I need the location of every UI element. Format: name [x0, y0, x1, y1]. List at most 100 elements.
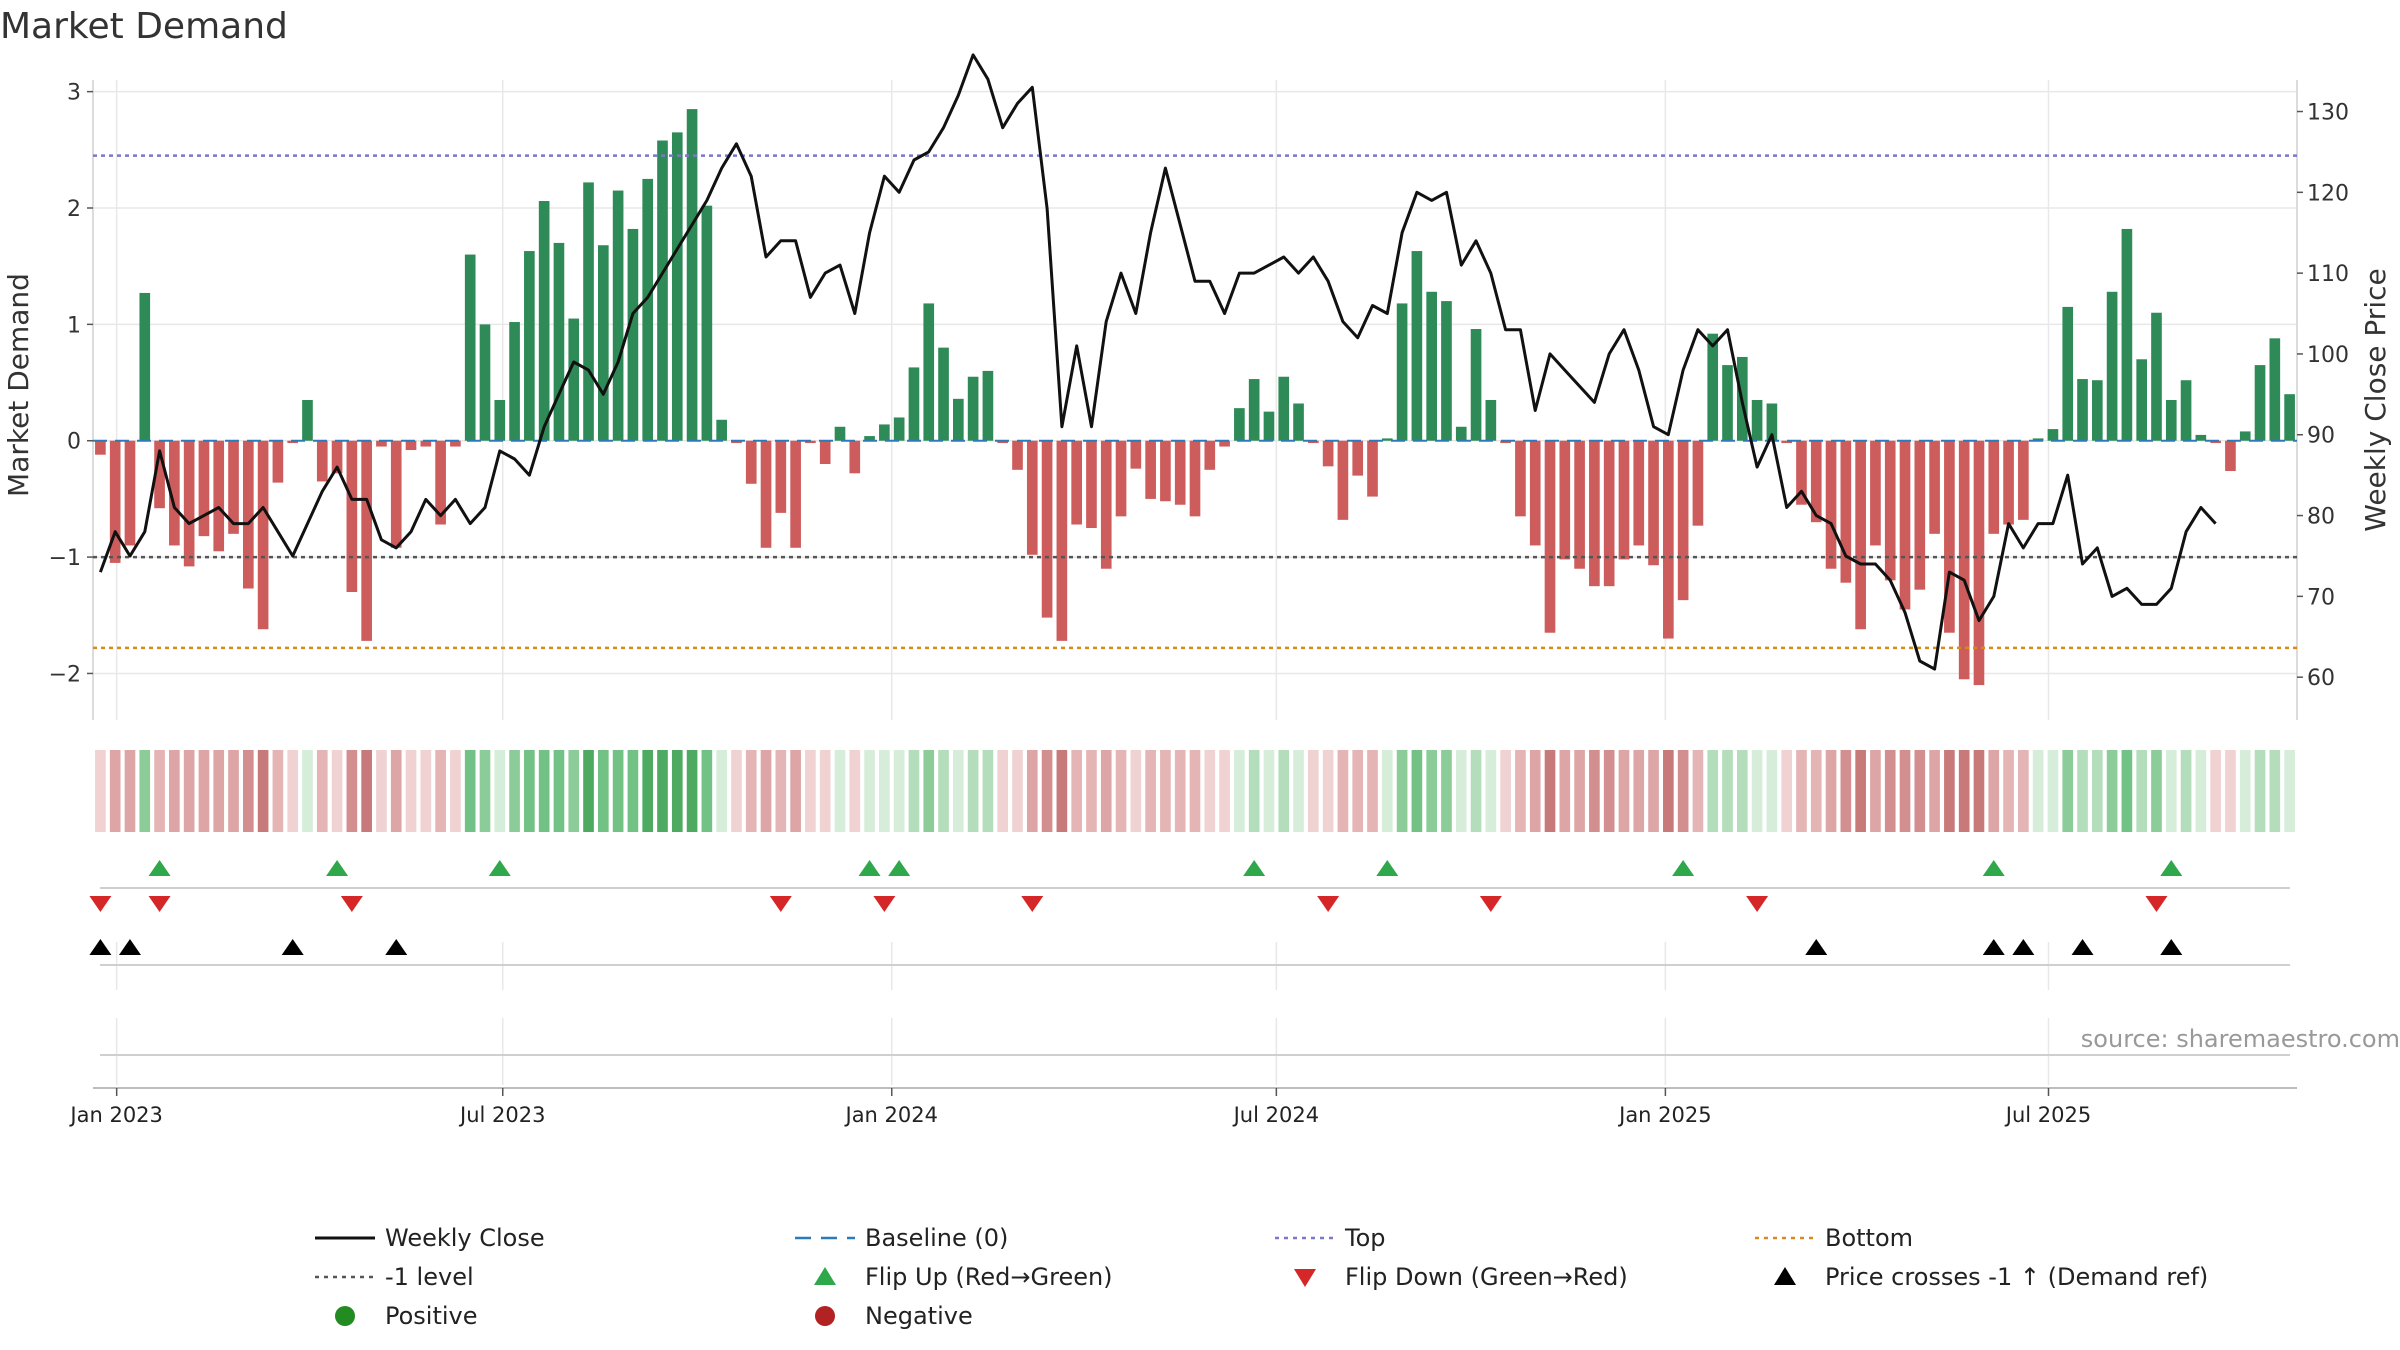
demand-bar-121: [1884, 440, 1896, 581]
demand-bar-35: [612, 190, 624, 441]
heat-cell-67: [1086, 750, 1097, 832]
demand-bar-108: [1692, 440, 1704, 526]
heat-cell-24: [450, 750, 461, 832]
heat-cell-75: [1204, 750, 1216, 832]
demand-bar-76: [1219, 440, 1230, 447]
price-cross-marker-7: [2071, 939, 2094, 955]
y2-axis-label: Weekly Close Price: [2359, 268, 2392, 531]
demand-bar-45: [760, 440, 772, 548]
demand-bar-84: [1337, 440, 1349, 520]
demand-bar-30: [538, 201, 550, 441]
demand-bar-85: [1352, 440, 1364, 476]
demand-bar-120: [1870, 440, 1881, 546]
demand-bar-58: [953, 398, 964, 441]
demand-bar-139: [2151, 312, 2162, 441]
heat-cell-116: [1810, 750, 1822, 832]
heat-cell-136: [2106, 750, 2118, 832]
demand-bar-134: [2077, 379, 2088, 441]
heat-cell-126: [1958, 750, 1970, 832]
heat-cell-12: [272, 750, 284, 832]
y-tick-label-2: 1: [67, 313, 81, 338]
heat-cell-19: [376, 750, 387, 832]
y-axis-ticks: 3 2 1 0 −1 −2: [49, 81, 93, 687]
demand-bar-90: [1426, 291, 1437, 441]
demand-bar-126: [1958, 440, 1970, 680]
heat-cell-138: [2136, 750, 2148, 832]
demand-bar-32: [568, 318, 580, 441]
legend-label-5: Flip Up (Red→Green): [865, 1263, 1113, 1291]
flip-up-marker-5: [1243, 860, 1266, 876]
flip-up-marker-8: [1982, 860, 2005, 876]
heat-cell-115: [1796, 750, 1807, 832]
heat-cell-111: [1736, 750, 1748, 832]
heat-cell-105: [1648, 750, 1659, 832]
price-cross-marker-1: [118, 939, 141, 955]
demand-bars: [95, 109, 2295, 686]
heat-cell-39: [671, 750, 683, 832]
demand-bar-102: [1603, 440, 1615, 587]
y2-tick-label-3: 100: [2307, 343, 2349, 368]
heat-cell-128: [1988, 750, 2000, 832]
heat-cell-129: [2003, 750, 2014, 832]
heat-cell-79: [1263, 750, 1275, 832]
demand-bar-131: [2032, 438, 2044, 441]
demand-bar-144: [2225, 440, 2236, 471]
source-note: source: sharemaestro.com: [2081, 1025, 2400, 1053]
flip-up-marker-6: [1376, 860, 1399, 876]
demand-bar-5: [169, 440, 180, 546]
heat-cell-41: [701, 750, 713, 832]
heat-cell-71: [1145, 750, 1156, 832]
heat-cell-69: [1115, 750, 1127, 832]
demand-bar-106: [1663, 440, 1674, 639]
signal-markers: [89, 860, 2183, 955]
heat-cell-0: [95, 750, 106, 832]
heat-cell-107: [1677, 750, 1689, 832]
demand-bar-142: [2195, 434, 2207, 441]
demand-bar-103: [1618, 440, 1630, 560]
demand-bar-18: [361, 440, 372, 641]
heat-cell-21: [405, 750, 417, 832]
heat-cell-56: [923, 750, 935, 832]
y2-tick-label-5: 80: [2307, 505, 2335, 530]
demand-bar-33: [583, 182, 594, 441]
demand-bar-133: [2062, 306, 2074, 441]
heat-cell-37: [642, 750, 654, 832]
heat-cell-118: [1840, 750, 1852, 832]
demand-bar-29: [524, 251, 535, 441]
heat-cell-110: [1722, 750, 1733, 832]
demand-bar-24: [450, 440, 461, 447]
heat-cell-100: [1574, 750, 1585, 832]
heat-cell-145: [2239, 750, 2251, 832]
legend-swatch-7: [1774, 1267, 1796, 1285]
demand-bar-22: [420, 440, 432, 447]
price-cross-marker-5: [1982, 939, 2005, 955]
heat-cell-103: [1618, 750, 1630, 832]
heat-cell-8: [213, 750, 225, 832]
heat-cell-94: [1485, 750, 1497, 832]
y2-tick-label-1: 120: [2307, 181, 2349, 206]
heat-cell-17: [346, 750, 358, 832]
demand-bar-49: [819, 440, 831, 464]
weekly-close-line: [98, 53, 2217, 671]
heat-cell-68: [1100, 750, 1112, 832]
heat-cell-7: [198, 750, 210, 832]
y-tick-label-1: 2: [67, 197, 81, 222]
heat-cell-76: [1219, 750, 1230, 832]
demand-bar-46: [775, 440, 787, 513]
heat-cell-52: [864, 750, 875, 832]
heat-cell-1: [109, 750, 121, 832]
demand-bar-146: [2254, 365, 2266, 441]
demand-bar-53: [879, 424, 890, 441]
demand-bar-15: [316, 440, 328, 482]
demand-bar-19: [376, 440, 387, 447]
heat-cell-6: [183, 750, 195, 832]
demand-bar-101: [1589, 440, 1600, 587]
flip-up-marker-0: [148, 860, 171, 876]
heat-cell-53: [879, 750, 890, 832]
demand-bar-8: [213, 440, 225, 552]
heat-cell-23: [435, 750, 446, 832]
demand-bar-27: [494, 400, 506, 441]
x-axis-ticks: Jan 2023 Jul 2023 Jan 2024 Jul 2024 Jan 2025…: [68, 1088, 2091, 1127]
demand-bar-119: [1855, 440, 1866, 630]
